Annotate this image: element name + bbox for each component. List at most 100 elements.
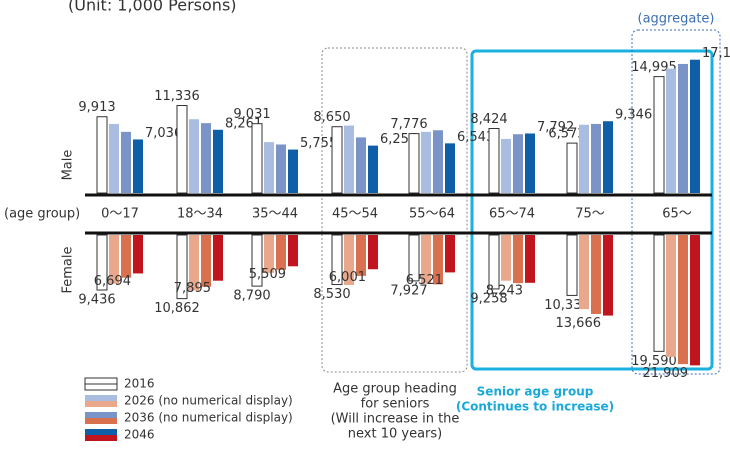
value-label: 7,776	[390, 117, 427, 132]
female-bar	[109, 235, 119, 284]
male-bar	[513, 134, 523, 193]
male-bar	[408, 133, 420, 194]
male-bar	[501, 138, 511, 193]
heading-box	[321, 47, 468, 373]
male-label: Male	[61, 150, 76, 181]
female-bar	[488, 234, 500, 290]
value-label: 9,913	[78, 100, 115, 115]
male-bar	[121, 131, 131, 193]
female-bar	[264, 235, 274, 273]
value-label: 5,509	[249, 267, 286, 282]
x-tick-label: 65～74	[489, 207, 535, 222]
female-bar	[525, 235, 535, 283]
female-bar	[579, 235, 589, 310]
male-bar	[579, 124, 589, 193]
legend-swatch	[85, 412, 117, 418]
female-bar	[591, 235, 601, 314]
male-bar	[331, 126, 343, 194]
male-bar	[566, 142, 578, 194]
x-tick-label: 18～34	[177, 207, 223, 222]
legend-swatch	[84, 377, 118, 385]
value-label: 8,650	[313, 110, 350, 125]
female-bar	[176, 234, 188, 300]
male-bar	[189, 119, 199, 193]
male-bar	[433, 130, 443, 193]
legend-label: 2046	[124, 428, 155, 442]
male-bar	[666, 68, 676, 193]
value-label: 13,666	[556, 316, 602, 331]
male-bar	[344, 125, 354, 193]
male-bar	[176, 105, 188, 194]
legend-label: 2036 (no numerical display)	[124, 411, 293, 425]
male-bar	[690, 59, 700, 194]
female-bar	[433, 235, 443, 285]
female-bar	[513, 235, 523, 284]
female-bar	[653, 234, 665, 352]
legend-swatch	[84, 383, 118, 391]
legend-swatch	[85, 401, 117, 407]
value-label: 9,031	[233, 107, 270, 122]
legend-swatch	[85, 418, 117, 424]
female-bar	[344, 235, 354, 285]
male-bar	[445, 143, 455, 193]
female-bar	[201, 235, 211, 287]
x-tick-label: 0～17	[101, 207, 139, 222]
female-bar	[276, 235, 286, 270]
female-bar	[603, 235, 613, 316]
value-label: 7,036	[145, 126, 182, 141]
heading-note: (Will increase in the	[331, 412, 460, 427]
male-bar	[678, 63, 688, 193]
male-bar	[368, 145, 378, 193]
x-tick-label: 65～	[662, 207, 692, 222]
value-label: 8,790	[233, 289, 270, 304]
female-bar	[678, 235, 688, 365]
senior-box	[470, 49, 714, 371]
aggregate-label: (aggregate)	[638, 12, 715, 27]
female-bar	[121, 235, 131, 278]
male-bar	[525, 133, 535, 193]
x-tick-label: 75～	[575, 207, 605, 222]
value-label: 9,436	[78, 293, 115, 308]
female-bar	[666, 235, 676, 357]
value-label: 8,530	[313, 287, 350, 302]
value-label: 7,895	[174, 281, 211, 296]
female-label: Female	[61, 246, 76, 293]
value-label: 5,755	[300, 136, 337, 151]
male-bar	[276, 144, 286, 193]
male-bar	[591, 123, 601, 193]
male-bar	[264, 142, 274, 193]
value-label: 6,694	[94, 274, 131, 289]
female-bar	[251, 234, 263, 287]
female-bar	[189, 235, 199, 291]
value-label: 6,572	[548, 127, 585, 142]
female-bar	[133, 235, 143, 274]
female-bar	[690, 235, 700, 366]
female-bar	[501, 235, 511, 281]
legend-label: 2016	[124, 377, 155, 391]
value-label: 10,332	[544, 298, 590, 313]
value-label: 6,256	[380, 132, 417, 147]
heading-note: for seniors	[361, 397, 430, 412]
value-label: 6,521	[406, 273, 443, 288]
value-label: 7,927	[390, 283, 427, 298]
male-bar	[288, 149, 298, 193]
value-label: 19,590	[631, 354, 677, 369]
value-label: 17,137	[702, 46, 730, 61]
male-bar	[488, 127, 500, 194]
male-bar	[109, 123, 119, 193]
female-bar	[356, 235, 366, 276]
value-label: 8,424	[470, 112, 507, 127]
legend-swatch	[85, 435, 117, 441]
male-bar	[356, 137, 366, 193]
legend-swatch	[85, 429, 117, 435]
female-bar	[288, 235, 298, 267]
x-tick-label: 55～64	[409, 207, 455, 222]
value-label: 7,792	[537, 120, 574, 135]
x-axis-label: (age group)	[4, 207, 80, 222]
legend-swatch	[85, 395, 117, 401]
value-label: 9,346	[615, 108, 652, 123]
male-bar	[96, 116, 108, 194]
heading-note: Age group heading	[333, 382, 457, 397]
value-label: 6,001	[329, 270, 366, 285]
senior-note: Senior age group	[477, 385, 594, 399]
